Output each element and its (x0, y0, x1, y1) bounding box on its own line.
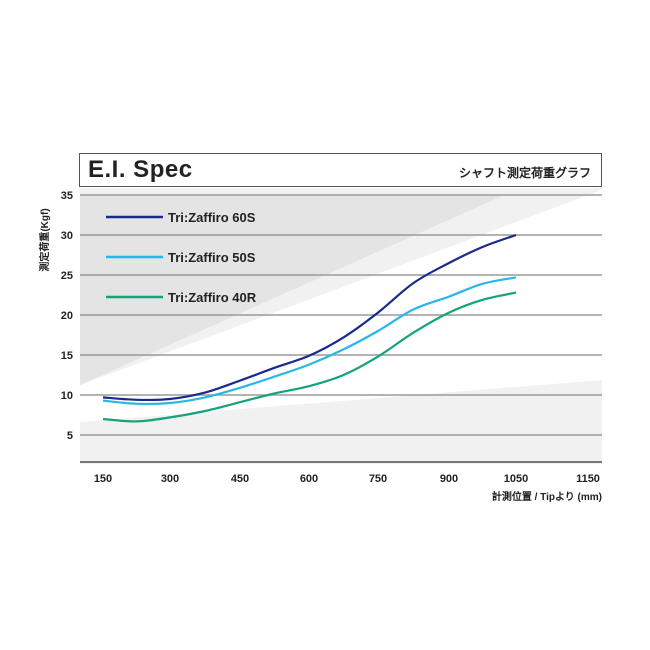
y-tick-label: 20 (61, 310, 73, 322)
plot-band (80, 190, 602, 422)
y-axis-label: 測定荷重(Kgf) (38, 208, 51, 271)
x-tick-label: 450 (231, 473, 249, 485)
chart-header: E.I. Spec シャフト測定荷重グラフ (79, 153, 602, 187)
series-line (102, 291, 517, 423)
x-tick-label: 750 (369, 473, 387, 485)
y-tick-label: 25 (61, 270, 73, 282)
x-tick-label: 1150 (576, 473, 600, 485)
legend-label: Tri:Zaffiro 40R (168, 290, 257, 305)
x-tick-label: 900 (440, 473, 458, 485)
series-line (102, 276, 517, 406)
x-tick-label: 600 (300, 473, 318, 485)
y-tick-label: 5 (67, 430, 73, 442)
x-tick-label: 150 (94, 473, 112, 485)
y-tick-label: 15 (61, 350, 73, 362)
y-tick-label: 30 (61, 230, 73, 242)
y-tick-label: 10 (61, 390, 73, 402)
legend-label: Tri:Zaffiro 50S (168, 250, 256, 265)
x-axis-label: 計測位置 / Tipより (mm) (492, 490, 602, 503)
x-tick-label: 300 (161, 473, 179, 485)
x-tick-label: 1050 (504, 473, 528, 485)
chart-subtitle: シャフト測定荷重グラフ (458, 166, 591, 180)
y-tick-label: 35 (61, 190, 73, 202)
upper-shade (80, 196, 502, 385)
chart-title: E.I. Spec (88, 156, 193, 183)
series-line (102, 233, 517, 402)
legend-label: Tri:Zaffiro 60S (168, 210, 256, 225)
